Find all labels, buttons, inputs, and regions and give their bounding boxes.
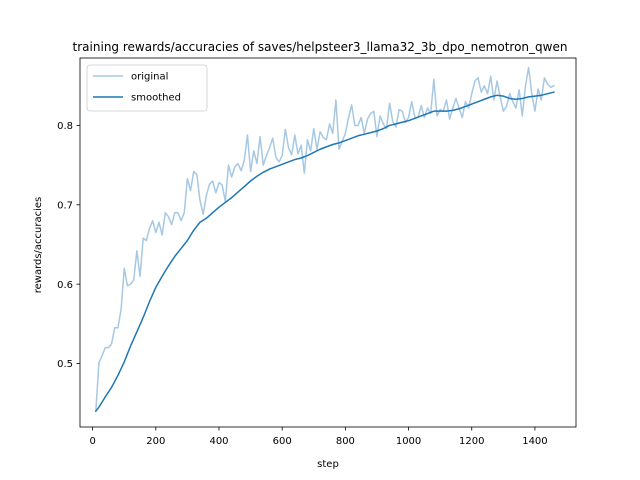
chart-title: training rewards/accuracies of saves/hel… <box>73 40 568 54</box>
x-tick-label: 0 <box>89 436 95 447</box>
axes-frame <box>79 57 577 428</box>
series-line-original <box>95 66 555 412</box>
y-axis-label: rewards/accuracies <box>33 197 44 294</box>
y-tick-label: 0.7 <box>57 200 73 211</box>
legend: original smoothed <box>86 64 208 112</box>
x-tick-label: 1000 <box>396 436 421 447</box>
x-tick-label: 800 <box>336 436 355 447</box>
x-axis-label: step <box>317 459 339 470</box>
legend-label-original: original <box>131 72 168 83</box>
series-layer <box>94 66 555 413</box>
x-tick-label: 1400 <box>522 436 547 447</box>
x-tick-label: 400 <box>209 436 228 447</box>
series-line-smoothed <box>94 91 555 413</box>
x-tick-label: 200 <box>146 436 165 447</box>
y-tick-label: 0.5 <box>57 359 73 370</box>
y-tick-label: 0.6 <box>57 280 73 291</box>
y-tick-label: 0.8 <box>57 121 73 132</box>
x-tick-label: 600 <box>273 436 292 447</box>
legend-label-smoothed: smoothed <box>131 93 181 104</box>
x-tick-label: 1200 <box>459 436 484 447</box>
axes-layer: 0 200 400 600 800 1000 1200 1400 0.5 0.6 0.7 0.8 <box>57 57 577 447</box>
